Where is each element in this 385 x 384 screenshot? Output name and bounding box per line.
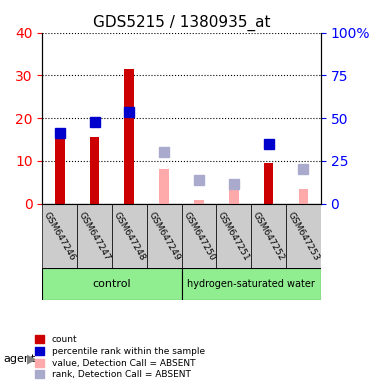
FancyBboxPatch shape: [42, 268, 182, 300]
Bar: [229, 182, 239, 204]
Text: GSM647253: GSM647253: [286, 210, 321, 262]
Text: GSM647246: GSM647246: [42, 210, 77, 262]
Bar: [298, 189, 308, 204]
Bar: [124, 69, 134, 204]
Text: GSM647249: GSM647249: [147, 210, 182, 262]
Bar: [90, 137, 99, 204]
Text: GSM647251: GSM647251: [216, 210, 251, 262]
FancyBboxPatch shape: [147, 204, 182, 268]
FancyBboxPatch shape: [216, 204, 251, 268]
FancyBboxPatch shape: [112, 204, 147, 268]
FancyBboxPatch shape: [251, 204, 286, 268]
Bar: [55, 133, 65, 204]
Text: GSM647248: GSM647248: [112, 210, 147, 262]
Text: agent: agent: [4, 354, 36, 364]
FancyBboxPatch shape: [77, 204, 112, 268]
Text: GSM647247: GSM647247: [77, 210, 112, 262]
Text: GSM647250: GSM647250: [181, 210, 216, 262]
FancyBboxPatch shape: [182, 204, 216, 268]
Text: hydrogen-saturated water: hydrogen-saturated water: [187, 279, 315, 289]
Text: control: control: [93, 279, 131, 289]
FancyBboxPatch shape: [42, 204, 77, 268]
Text: ▶: ▶: [27, 353, 37, 366]
Text: GSM647252: GSM647252: [251, 210, 286, 262]
Bar: [194, 200, 204, 204]
FancyBboxPatch shape: [182, 268, 321, 300]
FancyBboxPatch shape: [286, 204, 321, 268]
Title: GDS5215 / 1380935_at: GDS5215 / 1380935_at: [93, 15, 270, 31]
Bar: [159, 169, 169, 204]
Legend: count, percentile rank within the sample, value, Detection Call = ABSENT, rank, : count, percentile rank within the sample…: [35, 335, 205, 379]
Bar: [264, 163, 273, 204]
